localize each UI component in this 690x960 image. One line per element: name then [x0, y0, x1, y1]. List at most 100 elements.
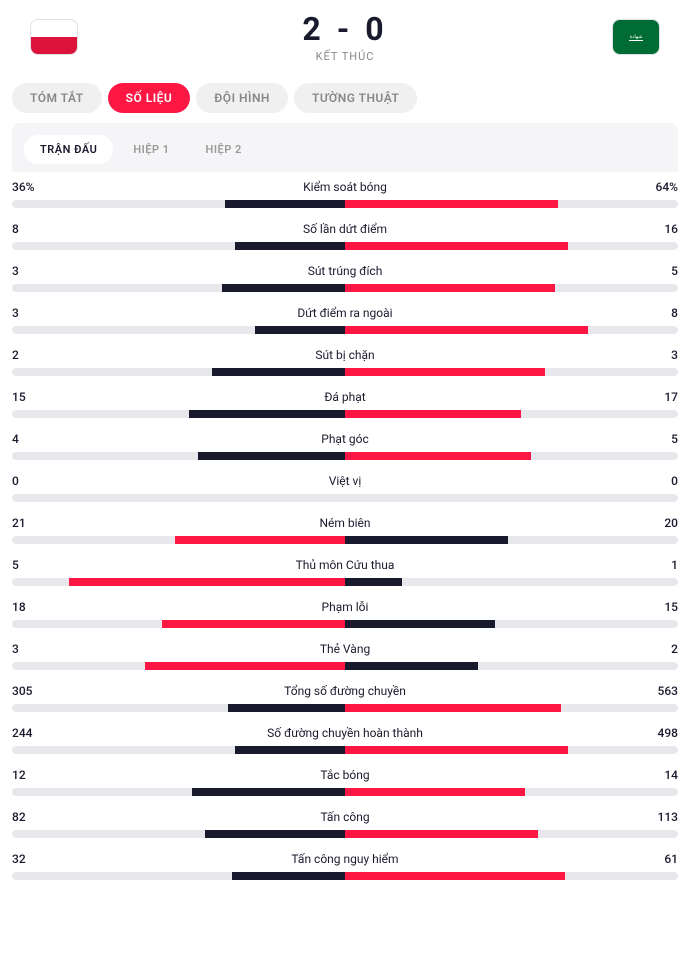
- stat-home-bar: [255, 326, 345, 334]
- stat-home-bar: [205, 830, 345, 838]
- stat-home-bar: [212, 368, 345, 376]
- stats-container: 36%Kiểm soát bóng64%8Số lần dứt điểm163S…: [0, 172, 690, 914]
- stat-home-value: 3: [12, 642, 72, 656]
- stat-away-bar: [345, 872, 565, 880]
- stat-home-bar: [232, 872, 345, 880]
- stat-name: Dứt điểm ra ngoài: [72, 306, 618, 320]
- stat-home-bar: [189, 410, 346, 418]
- stat-name: Kiểm soát bóng: [72, 180, 618, 194]
- main-tab-3[interactable]: TƯỜNG THUẬT: [294, 83, 417, 113]
- stat-row: 244Số đường chuyền hoàn thành498: [12, 726, 678, 754]
- stat-name: Số đường chuyền hoàn thành: [72, 726, 618, 740]
- stat-bar: [12, 410, 678, 418]
- main-tab-0[interactable]: TÓM TẮT: [12, 83, 102, 113]
- stat-away-bar: [345, 284, 555, 292]
- stat-labels: 3Sút trúng đích5: [12, 264, 678, 278]
- stat-bar: [12, 830, 678, 838]
- stat-home-value: 2: [12, 348, 72, 362]
- stat-row: 15Đá phạt17: [12, 390, 678, 418]
- stat-labels: 305Tổng số đường chuyền563: [12, 684, 678, 698]
- stat-row: 4Phạt góc5: [12, 432, 678, 460]
- stat-home-value: 3: [12, 264, 72, 278]
- stat-bar: [12, 494, 678, 502]
- main-tab-2[interactable]: ĐỘI HÌNH: [196, 83, 288, 113]
- stat-bar: [12, 620, 678, 628]
- stat-home-value: 305: [12, 684, 72, 698]
- stat-away-value: 20: [618, 516, 678, 530]
- sub-panel: TRẬN ĐẤUHIỆP 1HIỆP 2: [12, 123, 678, 172]
- stat-row: 18Phạm lỗi15: [12, 600, 678, 628]
- stat-home-bar: [235, 242, 345, 250]
- stat-away-value: 3: [618, 348, 678, 362]
- stat-labels: 4Phạt góc5: [12, 432, 678, 446]
- stat-labels: 12Tắc bóng14: [12, 768, 678, 782]
- stat-away-value: 0: [618, 474, 678, 488]
- sub-tab-0[interactable]: TRẬN ĐẤU: [24, 135, 113, 164]
- stat-labels: 36%Kiểm soát bóng64%: [12, 180, 678, 194]
- stat-home-value: 18: [12, 600, 72, 614]
- stat-away-value: 61: [618, 852, 678, 866]
- stat-bar: [12, 746, 678, 754]
- stat-bar: [12, 368, 678, 376]
- stat-away-bar: [345, 200, 558, 208]
- stat-bar: [12, 242, 678, 250]
- stat-name: Phạt góc: [72, 432, 618, 446]
- stat-away-value: 1: [618, 558, 678, 572]
- stat-home-bar: [198, 452, 345, 460]
- main-tab-1[interactable]: SỐ LIỆU: [108, 83, 191, 113]
- stat-bar: [12, 200, 678, 208]
- stat-home-bar: [145, 662, 345, 670]
- stat-row: 2Sút bị chặn3: [12, 348, 678, 376]
- stat-away-value: 5: [618, 264, 678, 278]
- stat-away-bar: [345, 704, 561, 712]
- stat-away-value: 64%: [618, 180, 678, 194]
- stat-labels: 21Ném biên20: [12, 516, 678, 530]
- stat-bar: [12, 536, 678, 544]
- stat-away-bar: [345, 746, 568, 754]
- stat-home-value: 3: [12, 306, 72, 320]
- match-status: KẾT THÚC: [302, 50, 387, 63]
- stat-bar: [12, 452, 678, 460]
- stat-home-value: 82: [12, 810, 72, 824]
- stat-home-value: 4: [12, 432, 72, 446]
- stat-name: Thủ môn Cứu thua: [72, 558, 618, 572]
- stat-row: 12Tắc bóng14: [12, 768, 678, 796]
- stat-home-value: 12: [12, 768, 72, 782]
- match-score: 2 - 0: [302, 10, 387, 48]
- stat-name: Số lần dứt điểm: [72, 222, 618, 236]
- sub-tab-1[interactable]: HIỆP 1: [117, 135, 185, 164]
- stat-home-bar: [69, 578, 345, 586]
- stat-bar: [12, 326, 678, 334]
- stat-labels: 18Phạm lỗi15: [12, 600, 678, 614]
- stat-away-value: 2: [618, 642, 678, 656]
- home-team-flag: [30, 19, 78, 55]
- stat-name: Sút trúng đích: [72, 264, 618, 278]
- stat-name: Đá phạt: [72, 390, 618, 404]
- stat-home-bar: [225, 200, 345, 208]
- stat-home-value: 15: [12, 390, 72, 404]
- stat-away-value: 17: [618, 390, 678, 404]
- stat-bar: [12, 578, 678, 586]
- stat-away-value: 5: [618, 432, 678, 446]
- away-team-flag: شهادة: [612, 19, 660, 55]
- stat-away-value: 16: [618, 222, 678, 236]
- stat-away-bar: [345, 536, 508, 544]
- stat-labels: 8Số lần dứt điểm16: [12, 222, 678, 236]
- stat-home-value: 0: [12, 474, 72, 488]
- stat-away-bar: [345, 326, 588, 334]
- stat-away-bar: [345, 578, 402, 586]
- stat-name: Phạm lỗi: [72, 600, 618, 614]
- stat-home-bar: [175, 536, 345, 544]
- stat-home-value: 8: [12, 222, 72, 236]
- sub-tab-2[interactable]: HIỆP 2: [190, 135, 258, 164]
- stat-bar: [12, 704, 678, 712]
- main-tabs: TÓM TẮTSỐ LIỆUĐỘI HÌNHTƯỜNG THUẬT: [0, 73, 690, 123]
- score-center: 2 - 0 KẾT THÚC: [302, 10, 387, 63]
- stat-bar: [12, 662, 678, 670]
- stat-home-value: 244: [12, 726, 72, 740]
- stat-labels: 5Thủ môn Cứu thua1: [12, 558, 678, 572]
- stat-home-value: 32: [12, 852, 72, 866]
- match-header: 2 - 0 KẾT THÚC شهادة: [0, 0, 690, 73]
- stat-away-value: 8: [618, 306, 678, 320]
- stat-name: Tổng số đường chuyền: [72, 684, 618, 698]
